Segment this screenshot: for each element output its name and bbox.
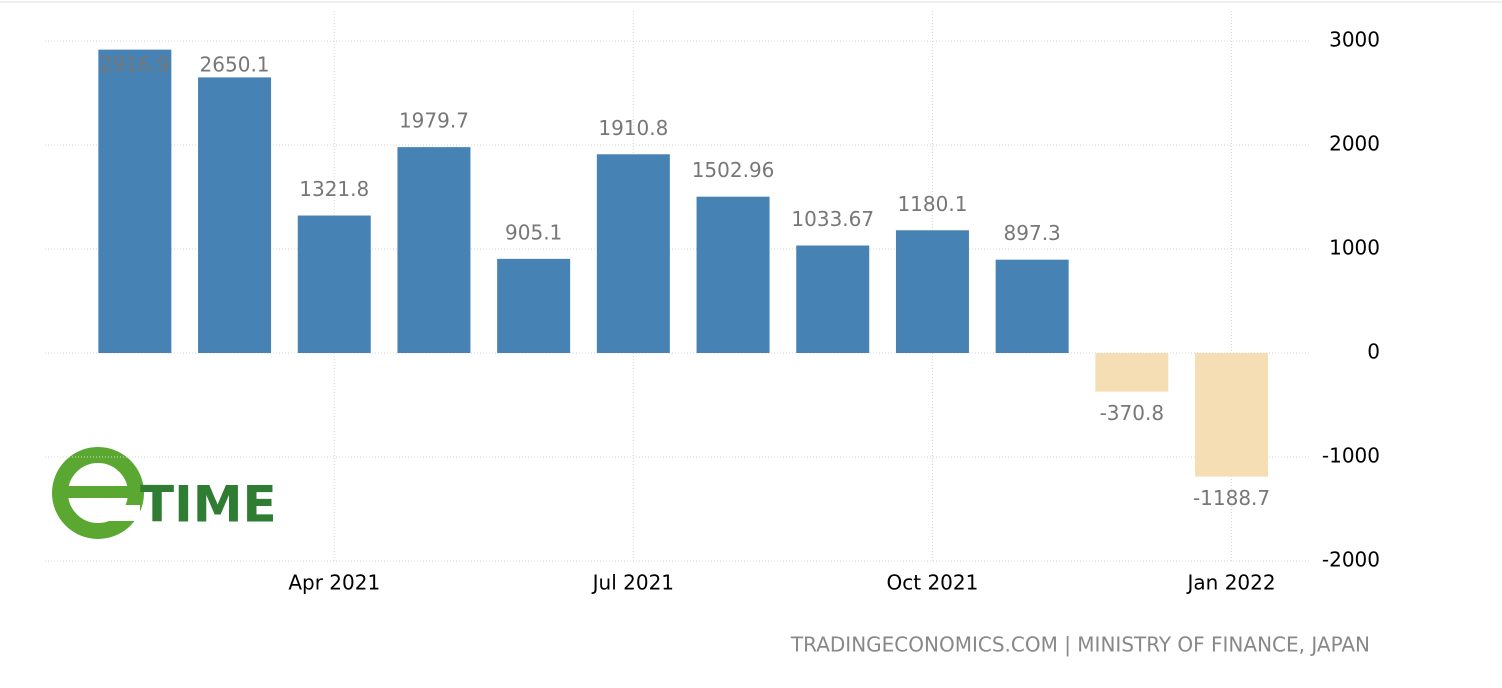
bar [297,215,371,353]
bar [98,49,172,354]
logo-e-gap [100,505,140,521]
data-label: 905.1 [505,220,562,244]
data-label: 1910.8 [598,116,668,140]
logo: TIME [52,447,277,539]
bar [1195,353,1269,477]
y-tick-label: 2000 [1329,132,1380,156]
data-label: 2916.9 [100,53,170,77]
data-label: -370.8 [1100,401,1164,425]
data-label: 1033.67 [791,207,874,231]
bar [796,245,870,353]
y-tick-label: -2000 [1322,548,1380,572]
data-label: 1321.8 [299,177,369,201]
bar [596,154,670,353]
x-tick-label: Oct 2021 [887,571,979,595]
data-label: 1180.1 [897,192,967,216]
data-label: 2650.1 [200,53,270,77]
x-tick-label: Jan 2022 [1186,571,1276,595]
x-tick-label: Apr 2021 [288,571,380,595]
bar [198,77,272,354]
logo-e-bar [58,486,138,498]
data-label: -1188.7 [1193,486,1270,510]
bar [497,258,571,353]
data-label: 897.3 [1004,221,1061,245]
bar [397,147,471,353]
y-tick-label: 0 [1367,340,1380,364]
y-tick-label: -1000 [1322,444,1380,468]
bar [895,230,969,353]
y-tick-label: 3000 [1329,28,1380,52]
bar [696,196,770,353]
source: TRADINGECONOMICS.COM | MINISTRY OF FINAN… [790,633,1370,657]
bar [1095,353,1169,392]
x-tick-label: Jul 2021 [591,571,674,595]
y-tick-label: 1000 [1329,236,1380,260]
bar [995,259,1069,353]
data-label: 1502.96 [692,158,775,182]
data-label: 1979.7 [399,109,469,133]
logo-text: TIME [140,476,277,534]
